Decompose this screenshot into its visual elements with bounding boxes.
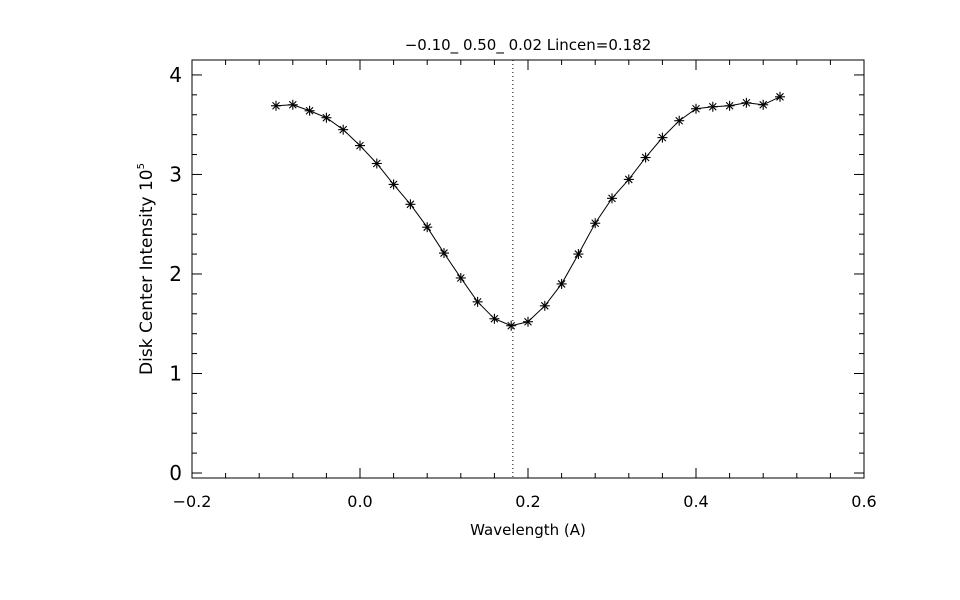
x-tick-label: −0.2 [173,492,212,511]
data-point [556,278,567,289]
data-point [304,105,315,116]
axes [191,59,865,479]
data-point [674,115,685,126]
y-axis-label-exponent: 5 [136,163,147,169]
x-tick-label: 0.2 [515,492,540,511]
x-tick-labels: −0.2 0.0 0.2 0.4 0.6 [173,492,877,511]
data-markers [271,91,785,331]
x-tick-label: 0.4 [683,492,708,511]
data-point [355,140,365,151]
y-tick-label: 3 [169,162,182,186]
tick-marks [191,60,865,478]
y-tick-labels: 0 1 2 3 4 [169,63,182,485]
data-point [472,296,483,307]
y-tick-label: 1 [169,362,182,386]
data-point [439,248,449,259]
data-point [707,101,718,112]
data-point [388,179,399,190]
x-axis-label: Wavelength (A) [470,521,586,539]
data-point [287,99,298,110]
y-tick-label: 0 [169,461,182,485]
data-point [623,174,634,185]
y-tick-label: 4 [169,63,182,87]
data-point [539,300,550,311]
y-axis-label-text: Disk Center Intensity 10 [137,169,157,375]
data-point [371,158,382,169]
y-axis-label: Disk Center Intensity 105 [136,163,157,375]
data-point [607,193,617,204]
data-point [338,124,349,135]
data-point [691,103,701,114]
data-point [489,313,500,324]
chart-title: −0.10_ 0.50_ 0.02 Lincen=0.182 [405,36,652,55]
data-point [321,112,332,123]
data-point [741,97,752,108]
y-tick-label: 2 [169,262,182,286]
data-point [775,91,785,102]
data-point [724,100,735,111]
x-tick-label: 0.0 [347,492,372,511]
plot-frame [191,59,865,479]
series-line [275,96,781,327]
data-point [405,199,416,210]
data-point [506,320,517,331]
data-point [271,100,281,111]
data-point [455,272,466,283]
data-point [640,152,651,163]
data-point [657,132,668,143]
data-point [573,249,584,260]
x-tick-label: 0.6 [851,492,876,511]
data-point [590,218,601,229]
data-point [422,222,433,233]
data-point [758,99,769,110]
data-point [523,316,533,327]
